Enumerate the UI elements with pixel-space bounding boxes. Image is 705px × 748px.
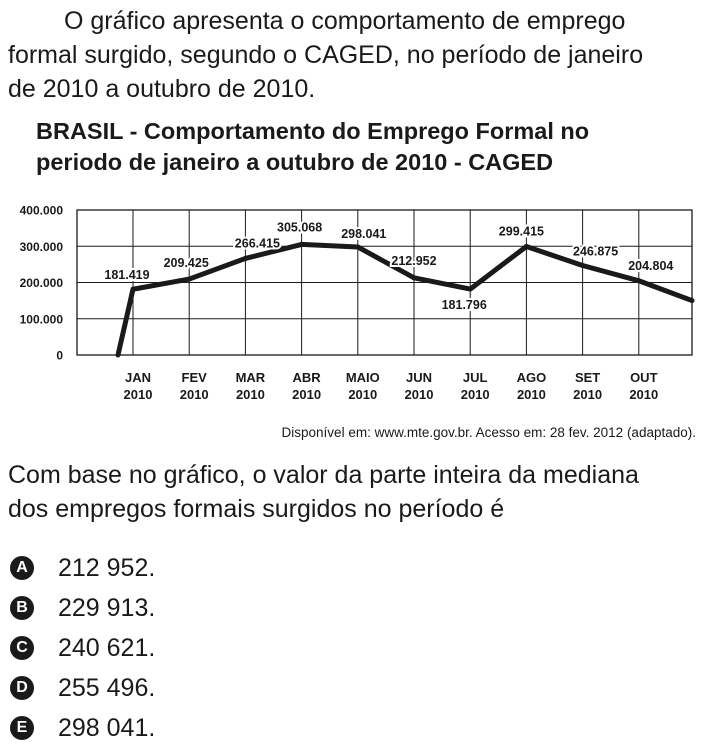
question-line-1: Com base no gráfico, o valor da parte in…	[8, 461, 639, 489]
data-label: 181.419	[104, 268, 149, 282]
x-tick-label-year: 2010	[629, 387, 658, 402]
data-label: 266.415	[235, 236, 280, 250]
option-e-text: 298 041.	[58, 713, 156, 742]
y-tick-label: 400.000	[20, 204, 64, 218]
option-d-text: 255 496.	[58, 673, 156, 702]
option-b[interactable]: B 229 913.	[10, 588, 155, 628]
x-tick-label-year: 2010	[236, 387, 265, 402]
option-b-badge: B	[10, 596, 34, 620]
x-tick-label-year: 2010	[573, 387, 602, 402]
option-d[interactable]: D 255 496.	[10, 668, 155, 708]
data-point	[299, 241, 305, 247]
data-point	[467, 286, 473, 292]
option-d-badge: D	[10, 676, 34, 700]
x-tick-label-month: AGO	[517, 370, 547, 385]
data-point	[411, 275, 417, 281]
data-point	[186, 276, 192, 282]
data-label: 246.875	[573, 245, 618, 259]
source-note: Disponível em: www.mte.gov.br. Acesso em…	[281, 425, 696, 440]
answer-options: A 212 952. B 229 913. C 240 621. D 255 4…	[10, 548, 155, 748]
x-tick-label-month: JUN	[406, 370, 432, 385]
intro-line-3: de 2010 a outubro de 2010.	[8, 75, 316, 103]
x-tick-label-month: MAIO	[346, 370, 380, 385]
x-tick-label-year: 2010	[461, 387, 490, 402]
line-chart: 400.000 300.000 200.000 100.000 0 JAN 2010 FEV 2…	[20, 204, 695, 402]
y-tick-label: 0	[56, 349, 63, 363]
y-tick-label: 100.000	[20, 312, 64, 326]
x-tick-label-year: 2010	[405, 387, 434, 402]
chart-title-line-1: BRASIL - Comportamento do Emprego Formal…	[36, 118, 590, 144]
option-e[interactable]: E 298 041.	[10, 708, 155, 748]
x-tick-label-year: 2010	[180, 387, 209, 402]
chart-title-line-2: periodo de janeiro a outubro de 2010 - C…	[36, 149, 554, 175]
option-c-badge: C	[10, 636, 34, 660]
option-e-badge: E	[10, 716, 34, 740]
question-line-2: dos empregos formais surgidos no período…	[8, 495, 505, 523]
x-tick-label-month: JAN	[125, 370, 151, 385]
intro-line-1: O gráfico apresenta o comportamento de e…	[64, 7, 626, 35]
data-label: 181.796	[442, 298, 487, 312]
option-a-text: 212 952.	[58, 553, 156, 582]
x-tick-label-month: JUL	[463, 370, 488, 385]
data-point	[580, 263, 586, 269]
intro-line-2: formal surgido, segundo o CAGED, no perí…	[8, 41, 644, 69]
chart-title: BRASIL - Comportamento do Emprego Formal…	[36, 116, 696, 178]
data-point	[355, 244, 361, 250]
data-point	[130, 286, 136, 292]
data-label: 209.425	[164, 256, 209, 270]
x-tick-label-year: 2010	[292, 387, 321, 402]
data-point	[242, 255, 248, 261]
data-line	[115, 241, 695, 358]
y-tick-label: 300.000	[20, 240, 64, 254]
option-b-text: 229 913.	[58, 593, 156, 622]
x-tick-label-year: 2010	[124, 387, 153, 402]
data-label: 204.804	[628, 259, 673, 273]
x-tick-label-month: ABR	[293, 370, 322, 385]
data-label: 212.952	[391, 254, 436, 268]
option-a-badge: A	[10, 556, 34, 580]
data-label: 305.068	[277, 220, 322, 234]
option-c-text: 240 621.	[58, 633, 156, 662]
x-tick-label-year: 2010	[348, 387, 377, 402]
data-point	[636, 278, 642, 284]
x-tick-label-month: OUT	[630, 370, 658, 385]
data-point	[523, 243, 529, 249]
x-tick-label-month: MAR	[236, 370, 266, 385]
x-tick-label-month: FEV	[182, 370, 208, 385]
option-a[interactable]: A 212 952.	[10, 548, 155, 588]
y-tick-label: 200.000	[20, 276, 64, 290]
x-tick-label-year: 2010	[517, 387, 546, 402]
data-label: 299.415	[499, 224, 544, 238]
x-tick-label-month: SET	[575, 370, 600, 385]
data-label: 298.041	[341, 227, 386, 241]
intro-text: O gráfico apresenta o comportamento de e…	[8, 4, 698, 106]
question-text: Com base no gráfico, o valor da parte in…	[8, 458, 698, 526]
option-c[interactable]: C 240 621.	[10, 628, 155, 668]
